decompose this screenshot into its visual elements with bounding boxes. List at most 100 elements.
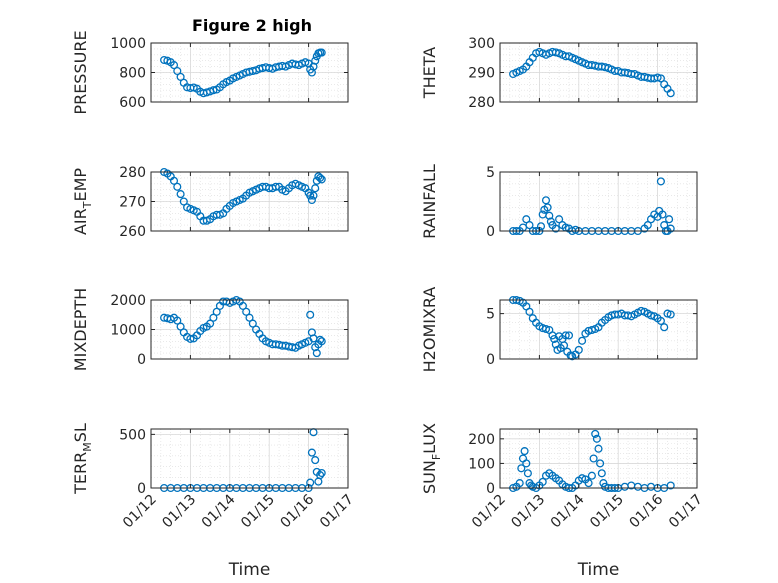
theta-y-tick-label: 280 [468, 95, 495, 111]
mixdepth-point [306, 310, 315, 319]
air-temp-point [169, 176, 179, 185]
mixdepth-point [238, 301, 247, 310]
h2omixra-point [559, 341, 569, 350]
pressure-point [317, 48, 326, 57]
air-temp-y-tick-label: 270 [119, 195, 146, 211]
air-temp-y-axis-label: AIRTEMP [71, 168, 94, 235]
sun-flux-point [594, 444, 603, 453]
sun-flux-point [515, 479, 524, 488]
pressure-point [176, 72, 185, 81]
theta-point [653, 73, 662, 82]
subplot-theta: 280 290 300 THETA [420, 36, 698, 111]
sun-flux-axes-box [499, 428, 698, 489]
mixdepth-y-tick-label: 2000 [110, 293, 146, 309]
subplot-mixdepth: 0 1000 2000 MIXDEPTH [71, 288, 349, 371]
subplot-terr-msl: 01/12 01/13 01/14 01/15 01/16 01/17 0 500 TERRMS… [71, 423, 357, 580]
h2omixra-point [656, 316, 665, 325]
sun-flux-x-tick-label: 01/15 [587, 492, 627, 532]
h2omixra-point [525, 307, 534, 316]
subplot-rainfall: 0 5 RAINFALL [420, 164, 698, 240]
terr-msl-y-tick-label: 0 [137, 481, 146, 497]
rainfall-point [666, 224, 675, 233]
terr-msl-x-axis-label: Time [228, 560, 271, 580]
terr-msl-axes-box [150, 428, 349, 489]
subplot-air-temp: 260 270 280 AIRTEMP [71, 165, 349, 240]
mixdepth-point [242, 307, 251, 316]
rainfall-y-tick-label: 0 [486, 224, 495, 240]
h2omixra-point [587, 325, 596, 335]
h2omixra-y-tick-label: 0 [486, 352, 495, 368]
sun-flux-point [587, 471, 596, 480]
rainfall-point [536, 222, 546, 231]
sun-flux-point [591, 429, 600, 438]
figure-title: Figure 2 high [192, 16, 312, 35]
air-temp-point [271, 182, 280, 191]
air-temp-point [176, 190, 185, 199]
mixdepth-point [212, 307, 221, 316]
theta-point [656, 74, 665, 83]
h2omixra-y-tick-label: 5 [486, 307, 495, 323]
mixdepth-point [312, 349, 321, 358]
terr-msl-point [307, 448, 316, 457]
sun-flux-point [523, 469, 532, 478]
pressure-y-tick-label: 1000 [110, 36, 146, 52]
sun-flux-point [517, 464, 526, 473]
pressure-point [169, 61, 179, 70]
h2omixra-point [578, 336, 587, 345]
mixdepth-point [317, 337, 326, 346]
h2omixra-point [637, 306, 646, 315]
terr-msl-point [317, 468, 326, 478]
rainfall-axes-box [499, 171, 698, 232]
h2omixra-point [574, 345, 583, 354]
theta-y-tick-label: 290 [468, 66, 495, 82]
mixdepth-point [173, 316, 182, 325]
rainfall-point [555, 215, 564, 224]
mixdepth-y-tick-label: 1000 [110, 323, 146, 339]
terr-msl-x-tick-label: 01/15 [238, 492, 278, 532]
mixdepth-y-axis-label: MIXDEPTH [71, 288, 90, 371]
air-temp-point [179, 197, 188, 206]
mixdepth-point [209, 313, 218, 322]
terr-msl-x-tick-label: 01/16 [278, 491, 318, 531]
subplot-sun-flux: 01/12 01/13 01/14 01/15 01/16 01/17 0 100 200 SUN… [420, 423, 706, 580]
sun-flux-point [584, 479, 593, 488]
air-temp-point [317, 175, 326, 184]
pressure-y-tick-label: 600 [119, 95, 146, 111]
rainfall-y-tick-label: 5 [486, 165, 495, 181]
sun-flux-point [522, 459, 531, 468]
air-temp-point [307, 195, 316, 205]
sun-flux-x-axis-label: Time [577, 560, 620, 580]
h2omixra-point [663, 309, 672, 318]
theta-y-tick-label: 300 [468, 36, 495, 52]
h2omixra-y-axis-label: H2OMIXRA [420, 287, 439, 373]
sun-flux-x-tick-label: 01/16 [627, 491, 667, 531]
sun-flux-point [597, 469, 606, 478]
mixdepth-point [248, 319, 257, 328]
mixdepth-y-tick-label: 0 [137, 352, 146, 368]
h2omixra-point [666, 310, 675, 319]
mixdepth-point [245, 313, 254, 322]
pressure-point [311, 56, 320, 65]
h2omixra-point [541, 324, 551, 334]
air-temp-point [173, 182, 182, 191]
terr-msl-x-tick-label: 01/17 [317, 492, 357, 532]
mixdepth-point [316, 335, 325, 344]
mixdepth-point [206, 319, 215, 328]
sun-flux-x-tick-label: 01/13 [508, 492, 548, 532]
rainfall-point [543, 203, 552, 212]
pressure-point [173, 66, 182, 76]
sun-flux-x-tick-label: 01/17 [666, 492, 706, 532]
sun-flux-y-tick-label: 100 [468, 456, 495, 472]
theta-y-axis-label: THETA [420, 47, 439, 99]
terr-msl-x-tick-label: 01/12 [120, 492, 160, 532]
sun-flux-point [592, 434, 601, 443]
sun-flux-point [599, 479, 608, 488]
air-temp-y-tick-label: 280 [119, 165, 146, 181]
h2omixra-point [564, 331, 574, 340]
h2omixra-point [646, 311, 656, 320]
air-temp-point [316, 173, 325, 182]
mixdepth-point [186, 334, 195, 343]
rainfall-point [551, 224, 560, 233]
